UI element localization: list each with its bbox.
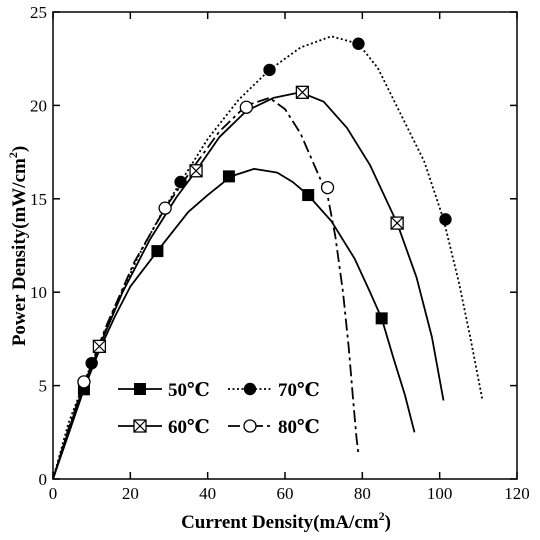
series-1-marker — [222, 170, 235, 183]
series-3-marker — [263, 63, 276, 77]
axis-ticks: 0 20 40 60 80 100 120 0 5 10 15 20 25 — [30, 3, 530, 503]
series-4-marker — [320, 180, 335, 195]
plot-frame — [52, 11, 518, 480]
legend-marker-2 — [133, 419, 147, 433]
series-2-marker — [390, 216, 404, 230]
y-axis-title: Power Density(mW/cm2) — [6, 146, 30, 346]
series-1-marker — [375, 312, 388, 325]
y-axis-title-main: Power Density(mW/cm — [9, 158, 30, 346]
series-1-marker — [151, 245, 164, 258]
x-axis-title: Current Density(mA/cm2) — [181, 509, 391, 533]
legend-marker-3 — [243, 382, 257, 396]
series-4-marker — [239, 100, 253, 114]
y-axis-title-sup: 2 — [6, 152, 20, 158]
series-3-marker — [352, 37, 365, 50]
y-tick-label: 0 — [39, 470, 48, 489]
y-axis-title-end: ) — [9, 146, 30, 152]
legend-label-1: 50℃ — [168, 380, 210, 401]
series-4-marker — [77, 375, 91, 389]
series-1-marker — [302, 189, 315, 202]
x-axis-title-sup: 2 — [379, 509, 385, 523]
series-2-marker — [295, 85, 310, 99]
legend-label-4: 80℃ — [278, 417, 320, 438]
x-tick-label: 120 — [504, 484, 530, 503]
x-tick-label: 80 — [354, 484, 371, 503]
series-2-marker — [92, 339, 107, 354]
legend-marker-4 — [243, 419, 257, 433]
series-4-marker — [158, 201, 172, 215]
series-3-line — [52, 35, 484, 480]
series-2-marker — [189, 164, 203, 178]
y-tick-label: 20 — [30, 96, 47, 115]
x-axis-title-main: Current Density(mA/cm — [181, 512, 379, 533]
y-tick-label: 5 — [39, 377, 48, 396]
series-layer — [52, 35, 484, 480]
x-tick-label: 100 — [427, 484, 453, 503]
legend-marker-1 — [134, 383, 146, 395]
y-tick-label: 10 — [30, 283, 47, 302]
series-3-marker — [439, 213, 452, 226]
y-tick-label: 25 — [30, 3, 47, 22]
series-3-marker — [85, 356, 98, 370]
x-tick-label: 20 — [122, 484, 139, 503]
legend-label-2: 60℃ — [168, 417, 210, 438]
x-tick-label: 40 — [199, 484, 216, 503]
y-tick-label: 15 — [30, 190, 47, 209]
legend-label-3: 70℃ — [278, 380, 320, 401]
legend: 50℃ 70℃ 60℃ 80℃ — [118, 380, 320, 438]
x-axis-title-end: ) — [385, 512, 391, 533]
series-3-marker — [174, 175, 187, 189]
series-1-line — [52, 168, 416, 480]
x-tick-label: 0 — [49, 484, 58, 503]
x-tick-label: 60 — [277, 484, 294, 503]
